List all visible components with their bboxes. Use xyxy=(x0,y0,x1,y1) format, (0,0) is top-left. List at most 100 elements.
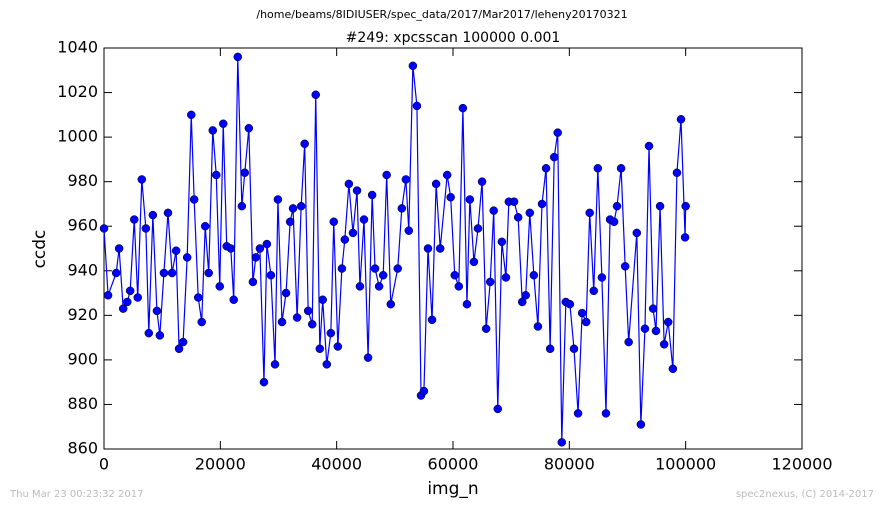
point xyxy=(288,204,298,213)
point xyxy=(481,324,491,333)
point xyxy=(229,295,238,304)
point xyxy=(374,282,384,291)
point xyxy=(549,152,559,162)
point xyxy=(533,322,543,331)
point xyxy=(251,253,261,262)
point xyxy=(593,164,603,173)
point xyxy=(322,360,332,369)
point xyxy=(465,195,475,204)
point xyxy=(545,344,555,353)
point xyxy=(240,168,250,178)
point xyxy=(152,306,162,316)
point xyxy=(99,224,109,233)
point xyxy=(577,308,587,318)
point xyxy=(123,297,132,307)
point xyxy=(187,110,196,120)
point xyxy=(370,264,380,273)
point xyxy=(248,277,258,287)
suptitle: /home/beams/8IDIUSER/spec_data/2017/Mar2… xyxy=(256,8,627,21)
y-tick-label: 960 xyxy=(67,216,98,235)
point xyxy=(159,268,169,278)
point xyxy=(367,190,377,200)
point xyxy=(442,170,452,180)
point xyxy=(344,179,354,189)
point xyxy=(382,170,391,180)
point xyxy=(497,237,507,247)
point xyxy=(537,199,547,209)
point xyxy=(553,128,562,137)
point xyxy=(329,217,339,227)
point xyxy=(636,420,646,429)
x-tick-label: 80000 xyxy=(544,455,595,474)
point xyxy=(285,217,295,227)
x-tick-label: 40000 xyxy=(311,455,362,474)
point xyxy=(311,90,320,100)
point xyxy=(307,319,317,329)
point xyxy=(446,193,455,202)
point xyxy=(489,206,498,215)
point xyxy=(292,313,302,322)
point xyxy=(632,228,642,238)
point xyxy=(363,353,373,362)
point xyxy=(612,201,622,211)
point xyxy=(648,304,658,313)
point xyxy=(493,404,503,414)
y-tick-label: 1040 xyxy=(57,38,98,57)
x-tick-label: 0 xyxy=(99,455,109,474)
point xyxy=(359,215,369,224)
point xyxy=(348,228,358,238)
point xyxy=(680,233,690,242)
point xyxy=(259,377,269,387)
x-tick-label: 60000 xyxy=(428,455,479,474)
point xyxy=(521,291,530,300)
point xyxy=(255,244,265,253)
point xyxy=(163,208,173,218)
point xyxy=(640,324,650,333)
point xyxy=(477,177,487,186)
y-tick-label: 860 xyxy=(67,439,98,458)
chart-title: #249: xpcsscan 100000 0.001 xyxy=(346,30,561,46)
point xyxy=(644,141,654,151)
x-tick-label: 120000 xyxy=(771,455,832,474)
point xyxy=(450,270,459,280)
point xyxy=(212,170,221,180)
point xyxy=(270,360,280,369)
point xyxy=(393,264,402,273)
point xyxy=(569,344,579,353)
y-tick-label: 920 xyxy=(67,305,98,324)
point xyxy=(193,293,203,302)
point xyxy=(281,288,291,298)
point xyxy=(501,273,511,282)
point xyxy=(509,197,519,206)
y-tick-label: 1000 xyxy=(57,127,98,146)
y-axis-label: ccdc xyxy=(30,230,50,269)
point xyxy=(431,179,441,189)
x-tick-label: 20000 xyxy=(195,455,246,474)
point xyxy=(469,257,479,267)
point xyxy=(473,224,483,233)
point xyxy=(237,201,247,211)
point xyxy=(273,195,283,204)
point xyxy=(352,186,362,195)
point xyxy=(318,295,327,304)
point xyxy=(616,164,626,173)
credit: spec2nexus, (C) 2014-2017 xyxy=(736,489,874,500)
point xyxy=(517,297,527,307)
point xyxy=(208,126,218,135)
point xyxy=(663,317,673,327)
point xyxy=(315,344,325,353)
point xyxy=(171,246,181,255)
point xyxy=(601,409,611,418)
point xyxy=(226,244,236,253)
point xyxy=(137,175,147,184)
y-tick-label: 980 xyxy=(67,171,98,190)
point xyxy=(167,268,177,278)
point xyxy=(326,328,336,338)
point xyxy=(485,277,495,287)
point xyxy=(103,291,113,300)
point xyxy=(144,328,154,338)
point xyxy=(386,299,396,309)
point xyxy=(620,262,630,271)
point xyxy=(589,286,599,296)
point xyxy=(182,253,192,262)
